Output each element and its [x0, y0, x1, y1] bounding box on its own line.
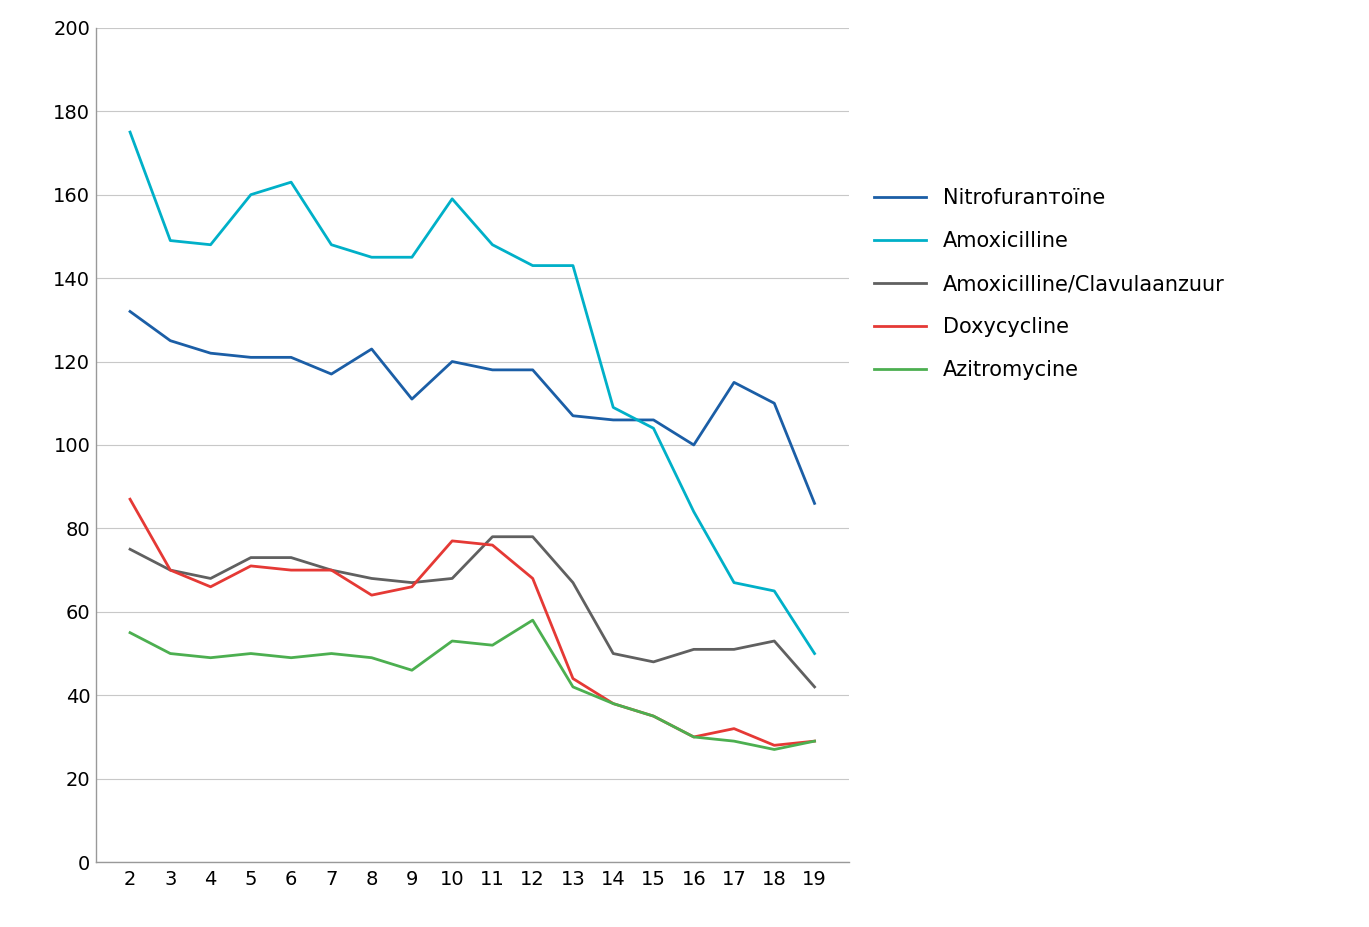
Nitrofuranтоïne — [524, 364, 541, 375]
Nitrofuranтоïne — [565, 411, 582, 422]
Nitrofuranтоïne — [806, 498, 823, 509]
Azitromycine — [686, 731, 702, 743]
Doxycycline — [767, 740, 783, 751]
Amoxicilline — [162, 235, 178, 247]
Amoxicilline — [485, 239, 501, 250]
Amoxicilline — [524, 260, 541, 272]
Azitromycine — [363, 653, 379, 664]
Doxycycline — [686, 731, 702, 743]
Azitromycine — [485, 640, 501, 651]
Amoxicilline/Clavulaanzuur — [767, 636, 783, 647]
Nitrofuranтоïne — [242, 352, 259, 363]
Azitromycine — [767, 743, 783, 755]
Amoxicilline/Clavulaanzuur — [242, 552, 259, 564]
Amoxicilline — [686, 506, 702, 517]
Azitromycine — [242, 648, 259, 659]
Amoxicilline — [122, 127, 138, 138]
Amoxicilline — [363, 252, 379, 263]
Azitromycine — [162, 648, 178, 659]
Nitrofuranтоïne — [363, 344, 379, 355]
Doxycycline — [726, 723, 742, 734]
Doxycycline — [645, 710, 661, 721]
Doxycycline — [122, 493, 138, 504]
Amoxicilline/Clavulaanzuur — [363, 573, 379, 584]
Amoxicilline — [404, 252, 420, 263]
Amoxicilline/Clavulaanzuur — [122, 543, 138, 554]
Line: Azitromycine: Azitromycine — [130, 620, 815, 749]
Amoxicilline — [806, 648, 823, 659]
Amoxicilline — [323, 239, 340, 250]
Nitrofuranтоïne — [485, 364, 501, 375]
Doxycycline — [242, 560, 259, 571]
Amoxicilline/Clavulaanzuur — [565, 577, 582, 589]
Amoxicilline/Clavulaanzuur — [485, 531, 501, 542]
Line: Nitrofuranтоïne: Nitrofuranтоïne — [130, 311, 815, 503]
Nitrofuranтоïne — [203, 348, 219, 359]
Azitromycine — [524, 615, 541, 626]
Azitromycine — [605, 698, 622, 709]
Nitrofuranтоïne — [323, 369, 340, 380]
Doxycycline — [605, 698, 622, 709]
Nitrofuranтоïne — [404, 394, 420, 405]
Amoxicilline/Clavulaanzuur — [444, 573, 460, 584]
Doxycycline — [162, 565, 178, 576]
Amoxicilline/Clavulaanzuur — [726, 643, 742, 654]
Doxycycline — [485, 540, 501, 551]
Doxycycline — [283, 565, 300, 576]
Amoxicilline — [242, 189, 259, 200]
Amoxicilline/Clavulaanzuur — [404, 577, 420, 589]
Nitrofuranтоïne — [686, 439, 702, 451]
Doxycycline — [444, 536, 460, 547]
Doxycycline — [323, 565, 340, 576]
Azitromycine — [444, 636, 460, 647]
Amoxicilline/Clavulaanzuur — [686, 643, 702, 654]
Nitrofuranтоïne — [122, 306, 138, 317]
Amoxicilline/Clavulaanzuur — [283, 552, 300, 564]
Nitrofuranтоïne — [726, 377, 742, 388]
Nitrofuranтоïne — [283, 352, 300, 363]
Azitromycine — [806, 736, 823, 747]
Amoxicilline — [203, 239, 219, 250]
Azitromycine — [203, 653, 219, 664]
Azitromycine — [565, 681, 582, 692]
Amoxicilline — [645, 423, 661, 434]
Nitrofuranтоïne — [645, 414, 661, 425]
Doxycycline — [203, 581, 219, 592]
Azitromycine — [726, 736, 742, 747]
Amoxicilline/Clavulaanzuur — [645, 656, 661, 667]
Amoxicilline/Clavulaanzuur — [605, 648, 622, 659]
Nitrofuranтоïne — [767, 398, 783, 409]
Amoxicilline — [283, 177, 300, 188]
Line: Amoxicilline: Amoxicilline — [130, 133, 815, 654]
Amoxicilline — [726, 577, 742, 589]
Azitromycine — [122, 628, 138, 639]
Doxycycline — [524, 573, 541, 584]
Azitromycine — [323, 648, 340, 659]
Amoxicilline/Clavulaanzuur — [323, 565, 340, 576]
Amoxicilline — [444, 194, 460, 205]
Doxycycline — [565, 673, 582, 684]
Azitromycine — [404, 665, 420, 676]
Amoxicilline/Clavulaanzuur — [524, 531, 541, 542]
Amoxicilline/Clavulaanzuur — [162, 565, 178, 576]
Amoxicilline — [605, 402, 622, 413]
Doxycycline — [404, 581, 420, 592]
Amoxicilline — [565, 260, 582, 272]
Nitrofuranтоïne — [605, 414, 622, 425]
Amoxicilline — [767, 586, 783, 597]
Doxycycline — [363, 590, 379, 601]
Azitromycine — [645, 710, 661, 721]
Azitromycine — [283, 653, 300, 664]
Nitrofuranтоïne — [444, 356, 460, 367]
Line: Doxycycline: Doxycycline — [130, 499, 815, 745]
Amoxicilline/Clavulaanzuur — [806, 681, 823, 692]
Legend: Nitrofuranтоïne, Amoxicilline, Amoxicilline/Clavulaanzuur, Doxycycline, Azitromy: Nitrofuranтоïne, Amoxicilline, Amoxicill… — [875, 188, 1225, 380]
Line: Amoxicilline/Clavulaanzuur: Amoxicilline/Clavulaanzuur — [130, 537, 815, 687]
Nitrofuranтоïne — [162, 336, 178, 347]
Doxycycline — [806, 736, 823, 747]
Amoxicilline/Clavulaanzuur — [203, 573, 219, 584]
